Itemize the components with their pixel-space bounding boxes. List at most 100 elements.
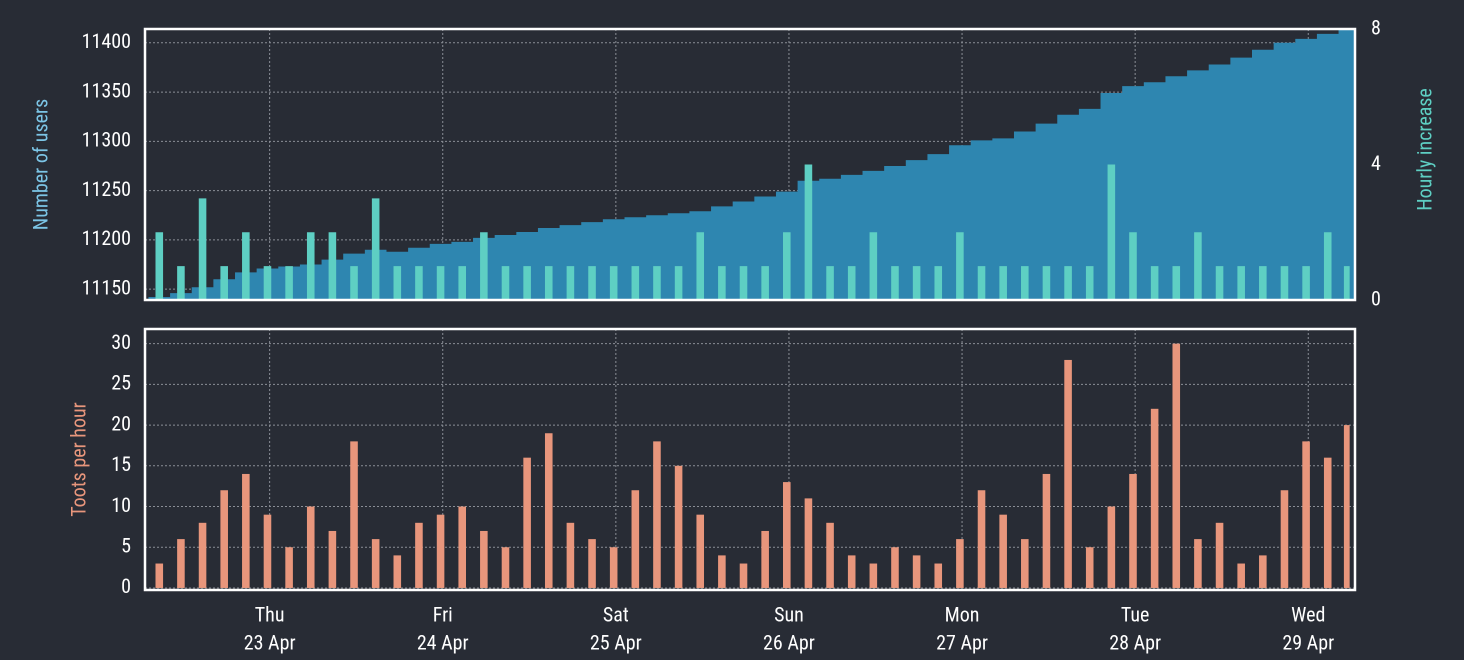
bar (891, 266, 899, 300)
bar (523, 457, 531, 588)
x-tick-label: Fri (433, 602, 453, 626)
bar (912, 266, 921, 300)
bar (999, 266, 1007, 300)
bar (739, 563, 748, 588)
bar (220, 490, 228, 588)
bar (826, 266, 834, 300)
y2-tick-label: 0 (1371, 286, 1381, 310)
bar (977, 490, 986, 588)
bar (956, 232, 964, 300)
x-tick-label: 26 Apr (763, 630, 815, 654)
y-axis-label: Number of users (28, 99, 52, 230)
bar (458, 266, 467, 300)
bar (371, 198, 380, 300)
x-tick-label: Thu (255, 602, 285, 626)
y-tick-label: 25 (111, 371, 131, 395)
x-tick-label: 24 Apr (417, 630, 469, 654)
bar (415, 522, 423, 588)
bar (674, 465, 683, 588)
bar (1021, 266, 1029, 300)
bar (544, 433, 553, 588)
bar (1107, 164, 1116, 300)
bar (804, 164, 813, 300)
bar (1107, 506, 1116, 588)
bar (177, 266, 185, 300)
bar (350, 266, 358, 300)
bar (1237, 563, 1245, 588)
bar (782, 482, 791, 588)
bar (1280, 490, 1289, 588)
bar (999, 514, 1007, 588)
bar (1215, 266, 1224, 300)
bar (177, 539, 185, 588)
area (148, 29, 1356, 301)
bar (696, 514, 705, 588)
bar (436, 514, 445, 588)
bar (653, 441, 661, 588)
bar (285, 547, 293, 588)
bar (1150, 266, 1159, 300)
bar (891, 547, 899, 588)
bar (198, 522, 207, 588)
y-tick-label: 11350 (82, 78, 131, 102)
bar (1021, 539, 1029, 588)
y-tick-label: 11300 (82, 128, 131, 152)
x-tick-label: Sun (774, 602, 804, 626)
bar (1085, 266, 1094, 300)
bar (155, 563, 164, 588)
bar (1194, 539, 1202, 588)
y2-tick-label: 4 (1371, 151, 1381, 175)
bar (782, 232, 791, 300)
bar (869, 563, 878, 588)
bar (1172, 343, 1181, 588)
bar (1129, 473, 1137, 588)
bar (393, 266, 402, 300)
bar (588, 539, 596, 588)
x-tick-label: 28 Apr (1109, 630, 1161, 654)
bar (1259, 555, 1267, 588)
y-tick-label: 15 (111, 452, 131, 476)
bar (523, 266, 531, 300)
bar (480, 530, 488, 588)
bar (1259, 266, 1267, 300)
bar (956, 539, 964, 588)
bar (761, 530, 769, 588)
bar (934, 266, 943, 300)
plot-frame (143, 327, 1357, 592)
bar (1343, 266, 1350, 300)
bar (436, 266, 445, 300)
bar (1194, 232, 1202, 300)
y2-tick-label: 8 (1371, 15, 1381, 39)
bar (1064, 266, 1072, 300)
bar (242, 473, 250, 588)
bar (328, 232, 337, 300)
bar (544, 266, 553, 300)
bar (1215, 522, 1224, 588)
bar (631, 490, 640, 588)
y-tick-label: 0 (121, 574, 131, 598)
bar (1042, 266, 1051, 300)
bar (501, 266, 510, 300)
bar (263, 266, 272, 300)
bar (847, 266, 856, 300)
bar (566, 522, 575, 588)
y-tick-label: 11150 (82, 275, 131, 299)
bar (1085, 547, 1094, 588)
bar (1129, 232, 1137, 300)
y-axis-label: Toots per hour (66, 402, 90, 517)
bar (739, 266, 748, 300)
bar (480, 232, 488, 300)
bar (415, 266, 423, 300)
bar (328, 530, 337, 588)
bar (588, 266, 596, 300)
bar (263, 514, 272, 588)
bar (350, 441, 358, 588)
bar (1343, 425, 1350, 588)
bar (912, 555, 921, 588)
bar (718, 555, 726, 588)
bar (631, 266, 640, 300)
bar (155, 232, 164, 300)
bar (306, 232, 315, 300)
y-tick-label: 11200 (82, 226, 131, 250)
